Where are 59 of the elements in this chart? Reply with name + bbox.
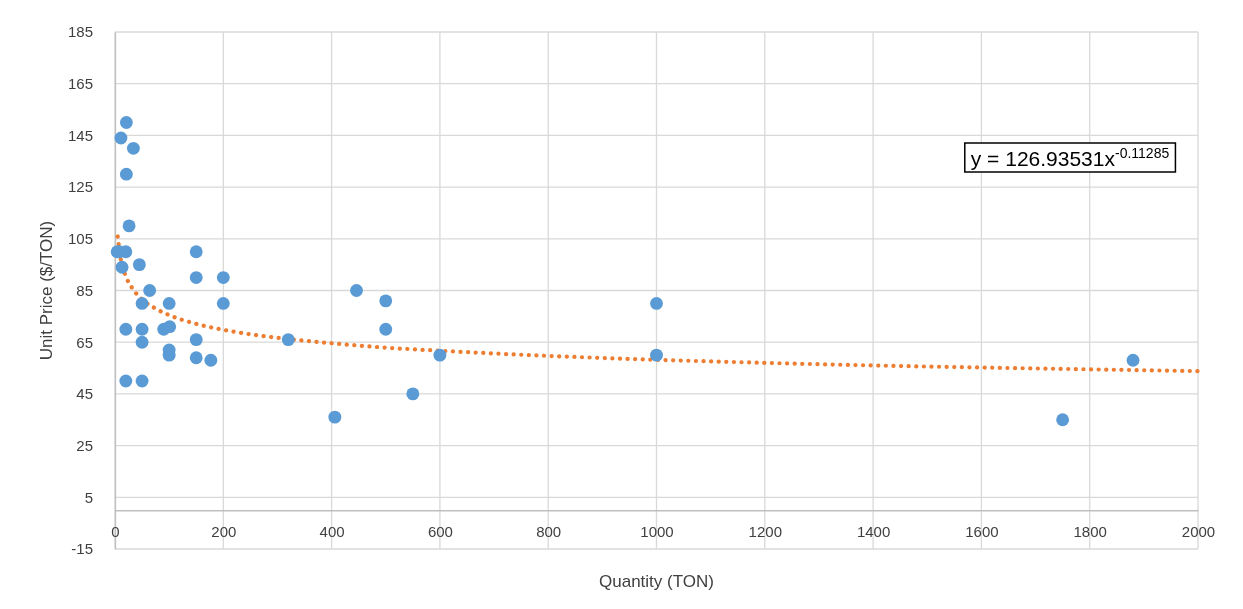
point: [162, 297, 176, 310]
x-tick-label: 2000: [1181, 522, 1216, 540]
point: [216, 297, 230, 310]
x-tick-label: 1800: [1073, 522, 1107, 540]
point: [1056, 413, 1070, 427]
y-tick-label: 125: [67, 178, 93, 196]
point: [126, 141, 140, 155]
y-tick-label: 5: [84, 488, 93, 506]
point: [281, 333, 295, 347]
y-tick-label: 85: [76, 281, 93, 299]
point: [135, 374, 149, 388]
point: [189, 351, 203, 365]
x-tick-label: 0: [111, 522, 120, 540]
point: [189, 333, 203, 347]
x-tick-label: 200: [211, 522, 237, 540]
point: [119, 322, 133, 336]
point: [163, 320, 177, 334]
x-axis-title: Quantity (TON): [599, 572, 714, 591]
x-tick-label: 1400: [856, 522, 891, 540]
x-tick-label: 800: [536, 522, 562, 540]
x-tick-label: 1000: [640, 522, 674, 540]
point: [122, 219, 136, 233]
x-tick-label: 1200: [748, 522, 782, 540]
point: [115, 260, 129, 274]
point: [135, 322, 149, 336]
point: [406, 387, 420, 401]
y-tick-label: 185: [67, 23, 93, 41]
point: [379, 294, 393, 308]
annotation: y = 126.93531x$^{-0.11285}$: [970, 145, 1170, 170]
point: [204, 353, 218, 367]
point: [114, 131, 128, 145]
point: [216, 271, 230, 284]
point: [350, 284, 363, 297]
point: [433, 348, 447, 362]
y-tick-label: -15: [71, 540, 93, 558]
y-tick-label: 145: [67, 126, 93, 144]
x-tick-label: 600: [427, 522, 453, 540]
point: [189, 245, 203, 259]
y-tick-label: 45: [76, 385, 93, 403]
y-axis-title: Unit Price ($/TON): [37, 220, 56, 361]
point: [650, 348, 663, 362]
point: [650, 297, 663, 310]
y-tick-label: 65: [76, 333, 93, 351]
point: [328, 410, 342, 424]
point: [189, 271, 203, 284]
point: [119, 374, 133, 388]
x-tick-label: 400: [319, 522, 345, 540]
y-tick-label: 105: [67, 230, 93, 248]
y-tick-label: 25: [76, 436, 93, 454]
y-tick-label: 165: [67, 75, 93, 92]
point: [379, 322, 393, 336]
point: [1126, 353, 1140, 367]
point: [119, 116, 133, 129]
point: [132, 258, 146, 272]
point: [135, 335, 149, 349]
point: [143, 284, 157, 297]
x-tick-label: 1600: [965, 522, 999, 540]
point: [119, 167, 133, 181]
point: [135, 297, 149, 310]
